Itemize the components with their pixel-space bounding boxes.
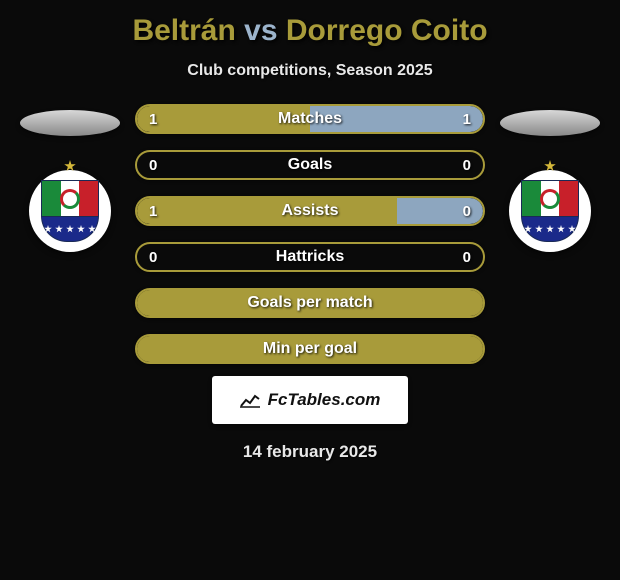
stat-value-right: 0 xyxy=(463,157,471,174)
stat-value-left: 0 xyxy=(149,249,157,266)
player2-club-badge xyxy=(509,170,591,252)
stat-label: Hattricks xyxy=(276,248,344,266)
stats-bars: 1 Matches 1 0 Goals 0 1 Assists 0 0 Hattricks 0 Goal… xyxy=(135,104,485,364)
main-row: 1 Matches 1 0 Goals 0 1 Assists 0 0 Hattricks 0 Goal… xyxy=(0,104,620,364)
date: 14 february 2025 xyxy=(243,442,377,462)
stat-value-left: 1 xyxy=(149,111,157,128)
stat-bar: Min per goal xyxy=(135,334,485,364)
stat-value-left: 0 xyxy=(149,157,157,174)
stat-label: Assists xyxy=(282,202,339,220)
vs-text: vs xyxy=(244,14,277,47)
stat-value-right: 0 xyxy=(463,203,471,220)
stat-bar: 0 Hattricks 0 xyxy=(135,242,485,272)
player2-photo-placeholder xyxy=(500,110,600,136)
comparison-card: Beltrán vs Dorrego Coito Club competitio… xyxy=(0,0,620,472)
stat-bar: 1 Matches 1 xyxy=(135,104,485,134)
stat-bar: Goals per match xyxy=(135,288,485,318)
player1-name: Beltrán xyxy=(132,14,235,47)
fctables-logo-icon xyxy=(240,392,260,408)
player2-column xyxy=(495,104,605,252)
subtitle: Club competitions, Season 2025 xyxy=(187,62,432,80)
club-shield-icon xyxy=(41,180,99,242)
stat-bar: 0 Goals 0 xyxy=(135,150,485,180)
stat-label: Goals xyxy=(288,156,332,174)
player2-name: Dorrego Coito xyxy=(286,14,488,47)
club-shield-icon xyxy=(521,180,579,242)
stat-value-left: 1 xyxy=(149,203,157,220)
branding-badge[interactable]: FcTables.com xyxy=(212,376,409,424)
bar-fill-left xyxy=(137,198,397,224)
stat-label: Goals per match xyxy=(247,294,372,312)
stat-label: Matches xyxy=(278,110,342,128)
stat-bar: 1 Assists 0 xyxy=(135,196,485,226)
stat-value-right: 0 xyxy=(463,249,471,266)
branding-text: FcTables.com xyxy=(268,390,381,410)
stat-label: Min per goal xyxy=(263,340,357,358)
player1-column xyxy=(15,104,125,252)
stat-value-right: 1 xyxy=(463,111,471,128)
player1-club-badge xyxy=(29,170,111,252)
player1-photo-placeholder xyxy=(20,110,120,136)
page-title: Beltrán vs Dorrego Coito xyxy=(132,14,487,48)
